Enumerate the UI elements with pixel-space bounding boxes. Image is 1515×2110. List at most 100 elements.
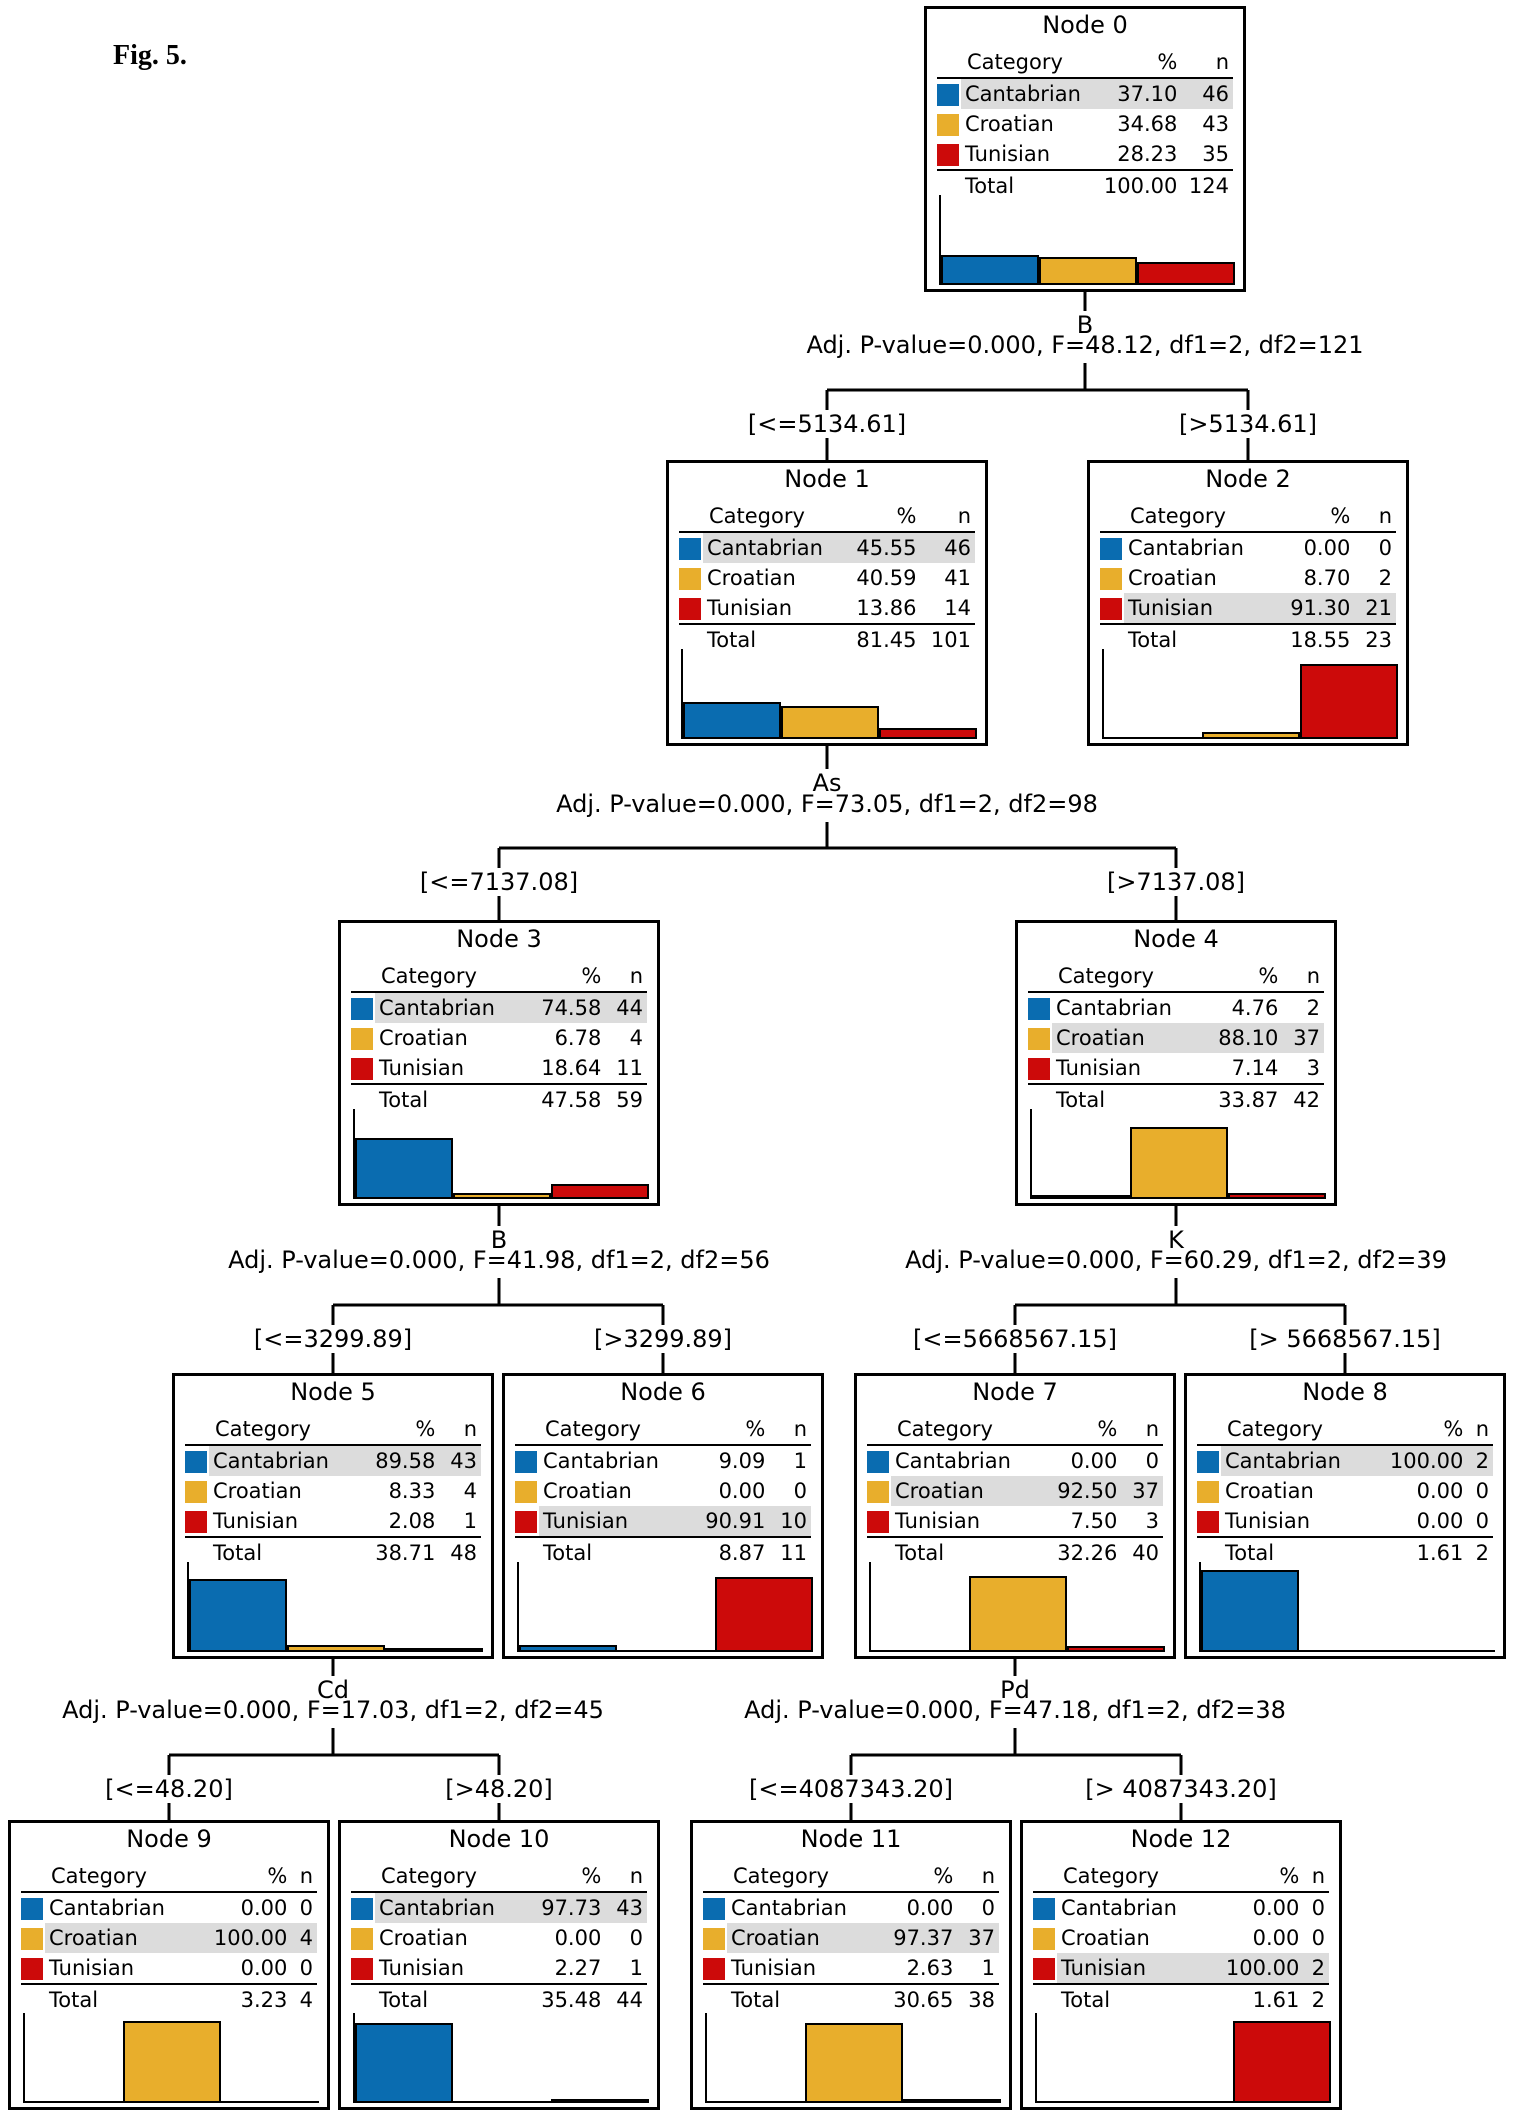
branch-label: [<=5134.61] (747, 410, 907, 438)
count-value: 0 (793, 1479, 807, 1503)
category-name: Croatian (707, 566, 796, 590)
color-swatch (867, 1451, 889, 1473)
count-value: 43 (439, 1445, 481, 1476)
category-name: Cantabrian (375, 1892, 524, 1923)
percent-value: 45.55 (843, 532, 921, 563)
bar-croatian (123, 2021, 221, 2103)
percent-value: 90.91 (687, 1506, 770, 1538)
category-name: Tunisian (1052, 1053, 1201, 1085)
bar-chart (869, 1562, 1165, 1652)
percent-value: 4.76 (1231, 996, 1279, 1020)
bar-chart (517, 1562, 813, 1652)
bar-cantabrian (355, 2022, 453, 2103)
table-row: Croatian 0.00 0 (515, 1476, 811, 1506)
color-swatch (1100, 538, 1122, 560)
percent-value: 2.27 (523, 1953, 606, 1985)
color-swatch (1197, 1481, 1219, 1503)
count-value: 0 (1378, 536, 1392, 560)
axis-line (1035, 2013, 1037, 2103)
node-title: Node 7 (972, 1378, 1058, 1406)
total-row: Total 32.26 40 (867, 1537, 1163, 1568)
total-label: Total (1128, 628, 1178, 652)
percent-value: 2.63 (875, 1953, 958, 1985)
category-table: Category% n Cantabrian 100.00 2 Croatian 0.00 0… (1197, 1414, 1493, 1568)
count-value: 35 (1181, 139, 1233, 171)
category-name: Tunisian (539, 1506, 688, 1538)
total-row: Total 1.61 2 (1197, 1537, 1493, 1568)
table-row: Cantabrian 97.73 43 (351, 1892, 647, 1923)
category-table: Category% n Cantabrian 74.58 44 Croatian 6.78 4… (351, 961, 647, 1115)
count-value: 3 (1121, 1506, 1163, 1538)
table-row: Tunisian 2.63 1 (703, 1953, 999, 1985)
bar-chart (1102, 649, 1398, 739)
branch-label: [<=7137.08] (419, 868, 579, 896)
total-label: Total (543, 1541, 593, 1565)
node-6: Node 6 Category% n Cantabrian 9.09 1 Croatian 0… (502, 1373, 824, 1659)
category-name: Tunisian (961, 139, 1094, 171)
bar-croatian (287, 1645, 385, 1652)
table-row: Cantabrian 4.76 2 (1028, 992, 1324, 1023)
total-row: Total 47.58 59 (351, 1084, 647, 1115)
bar-croatian (1202, 731, 1300, 739)
color-swatch (185, 1511, 207, 1533)
table-header: Category (1197, 1414, 1370, 1446)
count-value: 14 (920, 593, 975, 625)
category-name: Cantabrian (1061, 1896, 1177, 1920)
total-count: 4 (299, 1988, 313, 2012)
table-header: % (843, 501, 921, 533)
category-name: Tunisian (703, 593, 844, 625)
category-name: Tunisian (375, 1953, 524, 1985)
count-value: 10 (769, 1506, 811, 1538)
bar-chart (1035, 2013, 1331, 2103)
table-header: Category (515, 1414, 688, 1446)
category-name: Croatian (727, 1923, 876, 1953)
count-value: 0 (1311, 1926, 1325, 1950)
split-statistics: Adj. P-value=0.000, F=47.18, df1=2, df2=… (744, 1696, 1286, 1724)
table-row: Cantabrian 0.00 0 (703, 1892, 999, 1923)
split-variable: Pd (1000, 1676, 1030, 1704)
percent-value: 0.00 (906, 1896, 954, 1920)
table-row: Tunisian 18.64 11 (351, 1053, 647, 1085)
category-name: Tunisian (727, 1953, 876, 1985)
table-row: Cantabrian 74.58 44 (351, 992, 647, 1023)
total-label: Total (965, 174, 1015, 198)
node-8: Node 8 Category% n Cantabrian 100.00 2 Croatia… (1184, 1373, 1506, 1659)
table-row: Tunisian 7.50 3 (867, 1506, 1163, 1538)
table-header: n (920, 501, 975, 533)
color-swatch (1028, 998, 1050, 1020)
total-percent: 30.65 (893, 1988, 954, 2012)
node-title: Node 12 (1130, 1825, 1232, 1853)
count-value: 4 (629, 1026, 643, 1050)
bar-tunisian (879, 727, 977, 739)
category-table: Category% n Cantabrian 0.00 0 Croatian 100.00 4… (21, 1861, 317, 2015)
category-name: Cantabrian (703, 532, 844, 563)
table-row: Croatian 0.00 0 (1033, 1923, 1329, 1953)
count-value: 4 (463, 1479, 477, 1503)
branch-label: [<=4087343.20] (749, 1775, 953, 1803)
table-header: Category (867, 1414, 1040, 1446)
category-name: Cantabrian (1221, 1445, 1370, 1476)
axis-line (1199, 1562, 1201, 1652)
node-9: Node 9 Category% n Cantabrian 0.00 0 Croatian 1… (8, 1820, 330, 2110)
count-value: 0 (981, 1896, 995, 1920)
count-value: 1 (957, 1953, 999, 1985)
axis-line (517, 1562, 519, 1652)
category-name: Cantabrian (543, 1449, 659, 1473)
table-row: Cantabrian 100.00 2 (1197, 1445, 1493, 1476)
total-count: 48 (450, 1541, 477, 1565)
bar-tunisian (385, 1648, 483, 1652)
bar-cantabrian (1032, 1195, 1130, 1199)
total-count: 59 (616, 1088, 643, 1112)
color-swatch (351, 1958, 373, 1980)
total-label: Total (379, 1988, 429, 2012)
count-value: 0 (291, 1953, 317, 1985)
split-variable: Cd (317, 1676, 349, 1704)
axis-line (353, 1109, 355, 1199)
total-count: 2 (1475, 1541, 1489, 1565)
category-table: Category% n Cantabrian 0.00 0 Croatian 97.37 37… (703, 1861, 999, 2015)
total-label: Total (895, 1541, 945, 1565)
total-row: Total 30.65 38 (703, 1984, 999, 2015)
branch-label: [>7137.08] (1106, 868, 1246, 896)
table-header: n (1121, 1414, 1163, 1446)
table-row: Cantabrian 0.00 0 (1033, 1892, 1329, 1923)
